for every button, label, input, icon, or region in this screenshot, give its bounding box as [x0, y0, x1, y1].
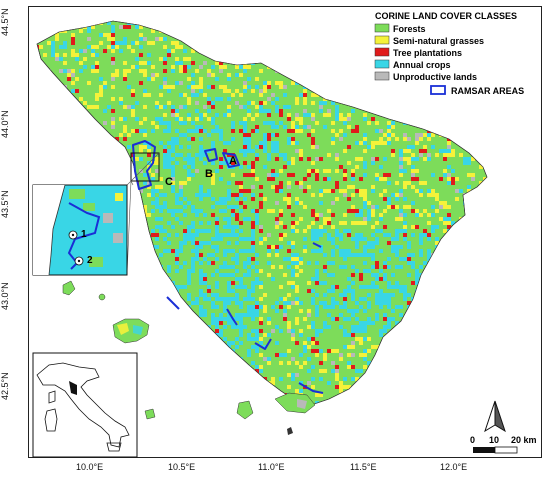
ramsar-coast-2 [226, 308, 238, 326]
legend-label-0: Forests [393, 24, 426, 34]
lon-label-10-0: 10.0°E [76, 462, 104, 472]
capraia-island [62, 280, 76, 296]
lon-label-11-0: 11.0°E [258, 462, 285, 472]
scale-label-20: 20 km [511, 435, 537, 445]
legend-label-4: Unproductive lands [393, 72, 477, 82]
svg-text:1: 1 [81, 229, 87, 240]
site-label-b: B [205, 168, 213, 180]
legend-label-2: Tree plantations [393, 48, 462, 58]
lat-label-44-5: 44.5°N [0, 8, 10, 36]
scale-label-10: 10 [489, 435, 499, 445]
lat-label-44-0: 44.0°N [0, 110, 10, 138]
svg-text:2: 2 [87, 255, 93, 266]
pianosa-island [98, 293, 106, 301]
ramsar-area-b [204, 148, 218, 162]
ramsar-inland-1 [312, 242, 322, 248]
ramsar-coast-3 [254, 338, 272, 350]
giglio-island [236, 400, 254, 420]
legend-label-1: Semi-natural grasses [393, 36, 484, 46]
scale-label-0: 0 [470, 435, 475, 445]
ramsar-areas [132, 140, 324, 394]
legend-label-3: Annual crops [393, 60, 451, 70]
lon-label-10-5: 10.5°E [168, 462, 196, 472]
tuscany-land-cover-map: A B C 1 2 CORINE LAND COVER CLASSES F [32, 11, 537, 458]
legend-swatch-2 [374, 47, 390, 57]
legend-swatch-3 [374, 59, 390, 69]
legend-title: CORINE LAND COVER CLASSES [375, 11, 517, 21]
legend-swatch-1 [374, 35, 390, 45]
ramsar-area-a [222, 152, 240, 168]
legend-swatch-ramsar [430, 85, 446, 95]
legend: CORINE LAND COVER CLASSES Forests Semi-na… [374, 11, 524, 96]
tuscany-locator [69, 381, 77, 395]
site-label-a: A [229, 155, 237, 167]
scale-bar: 0 10 20 km [470, 435, 537, 454]
ramsar-area-c [132, 140, 156, 190]
ramsar-coast-1 [166, 296, 180, 310]
elba-island [112, 318, 150, 344]
site-label-c: C [165, 176, 173, 188]
legend-swatch-0 [374, 23, 390, 33]
detail-inset: 1 2 [32, 184, 128, 276]
lon-label-12-0: 12.0°E [440, 462, 468, 472]
legend-label-ramsar: RAMSAR AREAS [451, 86, 524, 96]
giannutri-island [287, 427, 293, 435]
italy-locator-inset [32, 352, 138, 458]
north-arrow-icon [484, 400, 506, 433]
map-frame: A B C 1 2 CORINE LAND COVER CLASSES F [28, 6, 542, 458]
montecristo-island [144, 408, 156, 420]
zoom-box [130, 152, 160, 182]
ramsar-coast-4 [298, 382, 324, 394]
legend-swatch-4 [374, 71, 390, 81]
lon-label-11-5: 11.5°E [350, 462, 377, 472]
lat-label-42-5: 42.5°N [0, 372, 10, 400]
lat-label-43-5: 43.5°N [0, 190, 10, 218]
lat-label-43-0: 43.0°N [0, 282, 10, 310]
